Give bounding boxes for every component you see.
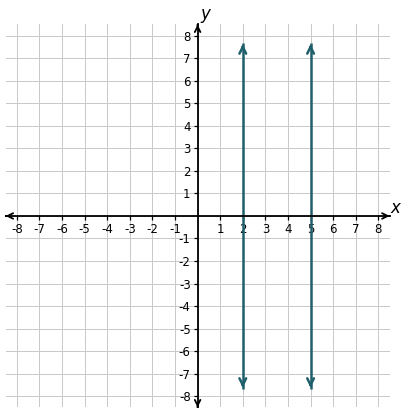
Text: y: y [200, 5, 210, 24]
Text: x: x [390, 199, 400, 217]
